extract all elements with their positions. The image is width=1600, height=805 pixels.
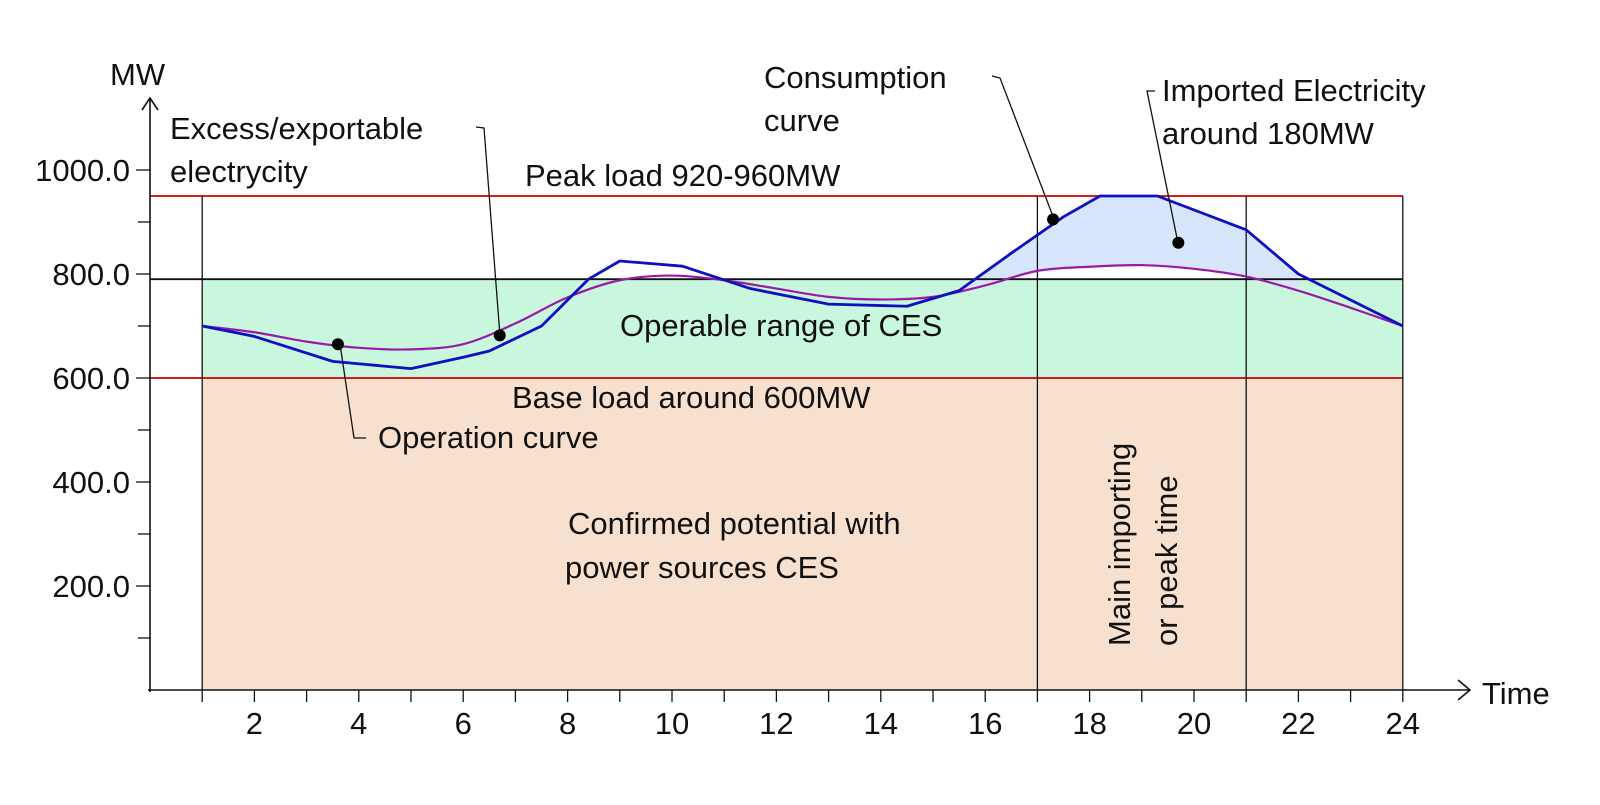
consumption-leader-line [991, 75, 1055, 220]
operation-curve-line [202, 263, 1404, 351]
x-axis-arrow [1457, 679, 1472, 701]
excess-leader-line [475, 126, 501, 337]
peak-load-label: Peak load 920-960MW [525, 158, 841, 193]
x-tick-label: 16 [968, 706, 1002, 741]
x-tick-label: 4 [350, 706, 367, 741]
excess-label-line1: Excess/exportable [170, 111, 423, 146]
x-tick-label: 22 [1281, 706, 1315, 741]
y-tick-label: 200.0 [52, 569, 130, 604]
excess-label-line2: electrycity [170, 154, 308, 189]
operation-curve-marker [331, 338, 344, 351]
x-tick-label: 18 [1072, 706, 1106, 741]
series-layer [201, 194, 1404, 371]
operable-range-region [202, 279, 1403, 378]
confirmed-potential-region [202, 378, 1403, 690]
main-importing-label-line1: Main importing [1102, 443, 1137, 646]
consumption-marker [1047, 213, 1060, 226]
annotations-layer: Excess/exportable electrycity Peak load … [170, 60, 1426, 646]
operable-range-label: Operable range of CES [620, 308, 942, 343]
imported-electricity-region [959, 196, 1299, 292]
y-tick-label: 800.0 [52, 257, 130, 292]
x-tick-label: 10 [655, 706, 689, 741]
y-axis-arrow [141, 96, 159, 111]
y-tick-label: 1000.0 [35, 153, 130, 188]
consumption-label-line1: Consumption [764, 60, 947, 95]
y-axis-label: MW [110, 57, 166, 92]
imported-label-line1: Imported Electricity [1162, 73, 1426, 108]
x-tick-label: 6 [455, 706, 472, 741]
y-tick-label: 600.0 [52, 361, 130, 396]
consumption-label-line2: curve [764, 103, 840, 138]
x-tick-label: 12 [759, 706, 793, 741]
operation-curve-label: Operation curve [378, 420, 599, 455]
x-tick-label: 24 [1386, 706, 1420, 741]
x-tick-label: 14 [864, 706, 898, 741]
x-tick-label: 8 [559, 706, 576, 741]
reference-lines-layer [150, 195, 1404, 690]
y-tick-label: 400.0 [52, 465, 130, 500]
imported-leader-line [1146, 90, 1179, 244]
x-axis-label: Time [1482, 676, 1550, 711]
confirmed-label-line2: power sources CES [565, 550, 839, 585]
regions-layer [202, 196, 1403, 690]
markers-layer [331, 213, 1185, 351]
operation-curve-leader-line [339, 343, 366, 439]
x-tick-label: 20 [1177, 706, 1211, 741]
base-load-label: Base load around 600MW [512, 380, 871, 415]
axes-layer: Time MW [110, 57, 1550, 711]
ticks-layer: 2 4 6 8 10 12 14 16 18 20 22 24200.0400.0600.0800.0… [35, 153, 1420, 741]
x-tick-label: 2 [246, 706, 263, 741]
main-importing-label-line2: or peak time [1149, 475, 1184, 646]
consumption-curve-line [201, 194, 1404, 371]
imported-label-line2: around 180MW [1162, 116, 1375, 151]
confirmed-label-line1: Confirmed potential with [568, 506, 901, 541]
